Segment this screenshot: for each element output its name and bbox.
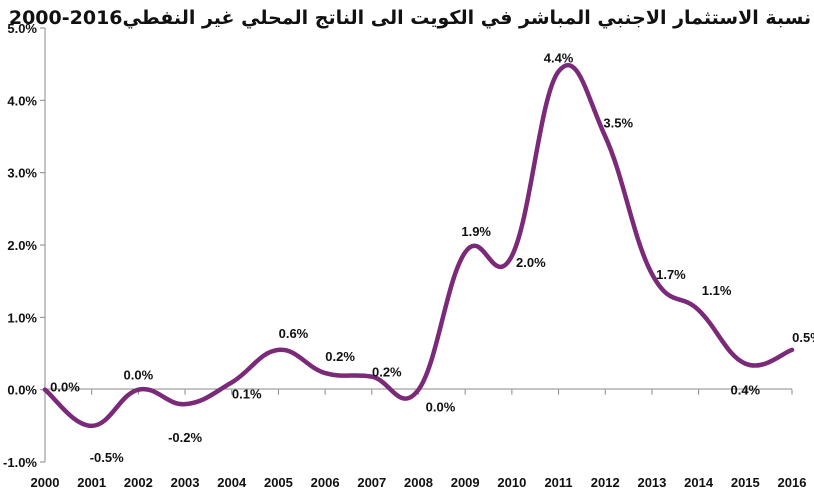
x-tick-label: 2005: [264, 475, 293, 490]
x-tick-label: 2009: [451, 475, 480, 490]
x-tick-label: 2016: [778, 475, 807, 490]
x-tick-label: 2013: [637, 475, 666, 490]
x-tick-label: 2008: [404, 475, 433, 490]
y-tick-label: 2.0%: [7, 238, 37, 253]
data-label: 1.1%: [702, 283, 732, 298]
data-label: 0.1%: [232, 386, 262, 401]
x-tick-label: 2004: [217, 475, 247, 490]
x-tick-label: 2002: [124, 475, 153, 490]
data-label: 0.2%: [372, 365, 402, 380]
data-label: 1.7%: [656, 267, 686, 282]
x-tick-label: 2012: [591, 475, 620, 490]
x-tick-label: 2006: [311, 475, 340, 490]
data-label: 0.0%: [50, 380, 80, 395]
data-label-group: 0.0% -0.5% 0.0% -0.2% 0.1% 0.6% 0.2% 0.2% 0.0% 1.…: [50, 50, 814, 464]
x-tick-label: 2003: [171, 475, 200, 490]
y-tick-group: -1.0% 0.0% 1.0% 2.0% 3.0% 4.0% 5.0%: [3, 21, 45, 470]
y-tick-label: 5.0%: [7, 21, 37, 36]
chart-title: نسبة الاستثمار الاجنبي المباشر في الكويت…: [9, 7, 811, 29]
y-tick-label: -1.0%: [3, 455, 37, 470]
data-label: 0.0%: [124, 368, 154, 383]
data-label: 3.5%: [603, 116, 633, 131]
x-tick-label: 2000: [31, 475, 60, 490]
data-label: 0.5%: [792, 330, 814, 345]
data-label: 1.9%: [461, 224, 491, 239]
y-tick-label: 3.0%: [7, 166, 37, 181]
x-tick-label: 2015: [731, 475, 760, 490]
data-label: 0.2%: [325, 349, 355, 364]
data-label: -0.5%: [90, 450, 124, 465]
data-label: -0.2%: [168, 430, 202, 445]
y-tick-label: 1.0%: [7, 310, 37, 325]
y-tick-label: 4.0%: [7, 93, 37, 108]
x-tick-label: 2011: [544, 475, 572, 490]
data-label: 4.4%: [544, 50, 574, 65]
x-tick-label: 2001: [77, 475, 106, 490]
data-label: 0.4%: [730, 383, 760, 398]
data-label: 0.0%: [426, 400, 456, 415]
x-tick-group: 2000 2001 2002 2003 2004 2005 2006 2007 2008 2009…: [31, 389, 807, 490]
y-tick-label: 0.0%: [7, 383, 37, 398]
x-tick-label: 2010: [497, 475, 526, 490]
data-label: 0.6%: [279, 326, 309, 341]
x-tick-label: 2007: [357, 475, 386, 490]
series-line: [42, 62, 795, 429]
data-label: 2.0%: [516, 255, 546, 270]
x-tick-label: 2014: [684, 475, 714, 490]
